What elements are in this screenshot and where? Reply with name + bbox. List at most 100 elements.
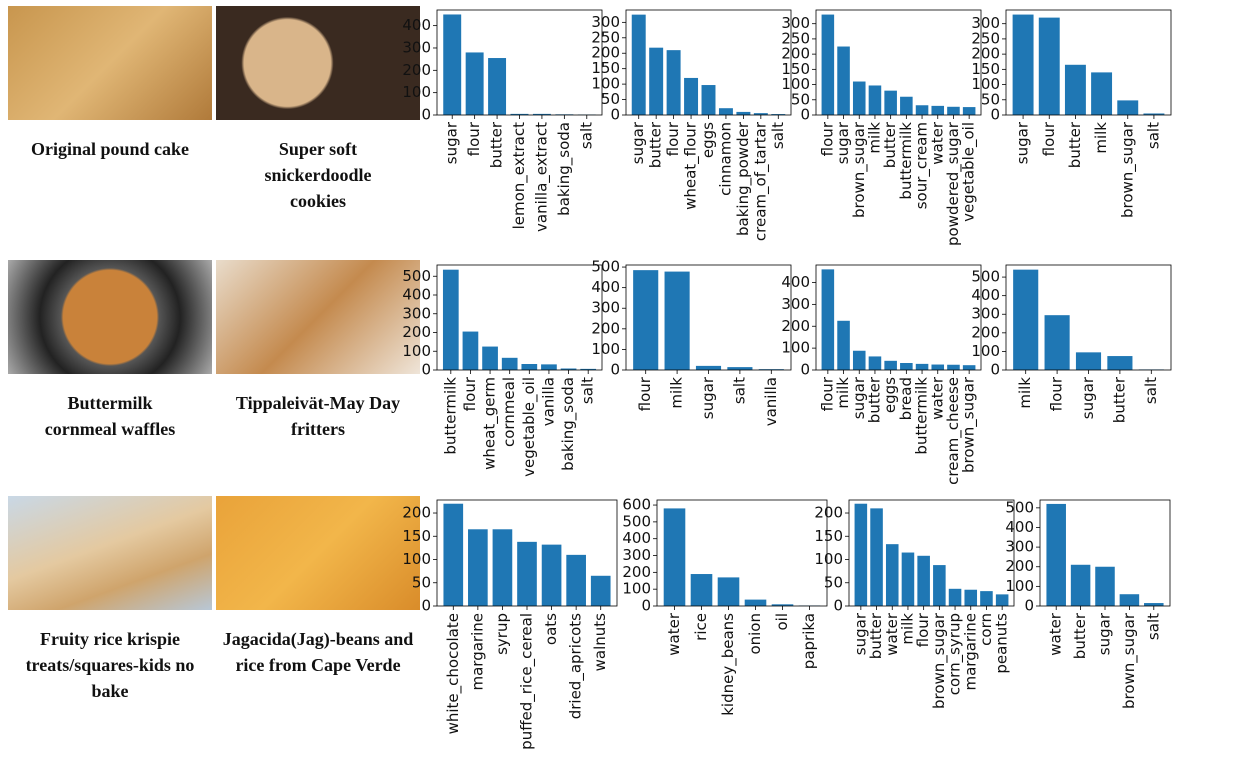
x-tick-label: vegetable_oil [520, 377, 539, 477]
x-tick-label: dried_apricots [567, 613, 586, 719]
plot-frame [848, 499, 1015, 607]
bar [947, 106, 960, 115]
y-tick-label: 300 [402, 38, 431, 56]
x-tick-label: water [883, 612, 901, 656]
y-tick-label: 100 [971, 75, 1000, 93]
bar [482, 346, 498, 370]
x-tick-label: powdered_sugar [944, 121, 963, 246]
bar [465, 52, 484, 115]
y-tick-label: 100 [1005, 577, 1034, 595]
bar [442, 269, 459, 370]
bar [510, 113, 529, 115]
bar [517, 541, 537, 606]
x-tick-label: corn_syrup [946, 613, 965, 695]
x-tick-label: butter [1071, 612, 1089, 659]
x-tick-label: vanilla [762, 377, 780, 426]
plot-frame [1039, 499, 1171, 607]
bar [917, 555, 930, 606]
x-tick-label: sugar [1096, 612, 1114, 655]
y-tick-label: 0 [990, 106, 1000, 124]
x-tick-label: corn [977, 613, 995, 646]
y-tick-label: 300 [622, 546, 651, 564]
y-tick-label: 500 [971, 268, 1000, 286]
x-tick-label: buttermilk [897, 122, 915, 200]
x-tick-label: cornmeal [500, 377, 518, 447]
x-tick-label: water [928, 121, 946, 165]
bar [868, 85, 882, 115]
y-tick-label: 500 [1005, 498, 1034, 516]
y-tick-label: 50 [824, 573, 843, 591]
bar [964, 589, 978, 606]
bar [717, 577, 740, 606]
bar [663, 508, 686, 606]
y-tick-label: 400 [402, 16, 431, 34]
x-tick-label: buttermilk [913, 377, 931, 455]
x-tick-label: sour_cream [913, 122, 932, 209]
y-tick-label: 100 [622, 580, 651, 598]
x-tick-label: butter [867, 612, 885, 659]
y-tick-label: 150 [402, 527, 431, 545]
x-tick-label: milk [898, 613, 916, 645]
bar [1064, 64, 1086, 115]
bar [1046, 503, 1066, 606]
bar [915, 363, 929, 370]
x-tick-label: brown_sugar [930, 612, 949, 709]
x-tick-label: salt [577, 122, 595, 149]
x-tick-label: salt [579, 377, 597, 404]
bar [1143, 113, 1165, 115]
plot-frame [436, 264, 603, 371]
x-tick-label: sugar [1014, 121, 1032, 164]
y-tick-label: 200 [781, 317, 810, 335]
y-tick-label: 100 [402, 342, 431, 360]
x-tick-label: water [928, 376, 946, 420]
bar [821, 269, 835, 370]
bar [854, 503, 868, 606]
recipe-title: Tippaleivät-May Day fritters [235, 393, 401, 439]
bar [468, 529, 488, 606]
y-tick-label: 100 [971, 342, 1000, 360]
y-tick-label: 0 [421, 361, 431, 379]
y-tick-label: 100 [781, 75, 810, 93]
x-tick-label: flour [664, 121, 682, 156]
x-tick-label: sugar [629, 121, 647, 164]
y-tick-label: 600 [622, 496, 651, 514]
y-tick-label: 300 [781, 295, 810, 313]
bar [758, 369, 784, 370]
y-tick-label: 300 [591, 13, 620, 31]
bar [521, 364, 538, 370]
x-tick-label: salt [769, 122, 787, 149]
food-photo [8, 260, 212, 374]
x-tick-label: flour [818, 121, 836, 156]
y-tick-label: 300 [402, 304, 431, 322]
bar [590, 575, 611, 606]
x-tick-label: bread [897, 377, 915, 420]
x-tick-label: margarine [468, 613, 486, 691]
x-tick-label: butter [1110, 376, 1128, 423]
y-tick-label: 300 [591, 299, 620, 317]
x-tick-label: salt [1144, 613, 1162, 640]
plot-frame [815, 264, 982, 371]
bar [727, 367, 753, 370]
recipe-title: Jagacida(Jag)-beans and rice from Cape V… [222, 629, 414, 675]
y-tick-label: 0 [833, 597, 843, 615]
bar [1013, 269, 1039, 370]
plot-frame [625, 264, 792, 371]
bar [566, 554, 586, 606]
bar [771, 114, 786, 115]
food-photo [8, 496, 212, 610]
y-tick-label: 0 [610, 106, 620, 124]
recipe-title: Super soft snickerdoodle cookies [264, 139, 372, 211]
x-tick-label: oil [773, 613, 791, 631]
bar [664, 271, 690, 370]
x-tick-label: flour [914, 612, 932, 647]
x-tick-label: milk [1092, 122, 1110, 154]
bar [701, 85, 716, 115]
y-tick-label: 0 [421, 597, 431, 615]
y-tick-label: 100 [591, 75, 620, 93]
bar [852, 350, 866, 370]
bar [492, 529, 513, 606]
x-tick-label: cinnamon [716, 122, 734, 196]
bar [649, 47, 664, 116]
y-tick-label: 50 [601, 90, 620, 108]
